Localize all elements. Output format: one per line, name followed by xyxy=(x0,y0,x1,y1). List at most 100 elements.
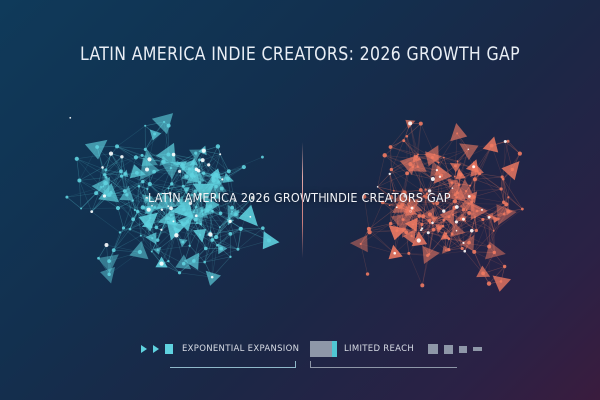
network-link xyxy=(500,188,505,203)
network-link xyxy=(190,197,201,204)
network-link xyxy=(140,235,169,262)
network-node xyxy=(474,228,479,233)
play-arrow-icon xyxy=(153,345,159,353)
right-network-cluster xyxy=(349,119,524,292)
network-link xyxy=(390,147,392,170)
network-link xyxy=(123,200,133,229)
network-link xyxy=(228,156,263,172)
network-link xyxy=(180,194,200,203)
network-facet xyxy=(192,183,215,204)
network-link xyxy=(406,123,422,137)
network-link xyxy=(468,203,507,205)
network-link xyxy=(76,153,112,160)
network-node xyxy=(167,205,170,208)
network-node xyxy=(474,168,477,171)
network-node xyxy=(201,213,204,216)
network-node xyxy=(443,234,447,239)
network-node xyxy=(151,237,154,240)
network-link xyxy=(108,232,121,262)
network-link xyxy=(479,173,502,190)
network-link xyxy=(433,203,444,227)
network-node xyxy=(458,172,463,177)
network-link xyxy=(377,173,390,188)
network-node xyxy=(450,232,454,236)
network-link xyxy=(123,227,152,252)
network-link xyxy=(204,256,231,263)
network-node xyxy=(131,217,136,222)
network-node xyxy=(184,212,188,216)
network-node xyxy=(194,151,198,155)
network-node xyxy=(181,261,186,266)
network-node xyxy=(134,170,139,175)
network-node xyxy=(205,208,210,213)
network-link xyxy=(368,228,395,254)
network-node xyxy=(407,251,411,255)
network-link xyxy=(138,185,148,190)
network-node xyxy=(146,207,151,212)
network-node xyxy=(137,184,141,188)
network-node xyxy=(119,174,124,178)
network-node xyxy=(362,194,367,199)
network-link xyxy=(120,156,123,172)
network-node xyxy=(194,167,199,172)
network-link xyxy=(157,245,190,251)
network-node xyxy=(472,249,477,254)
network-node xyxy=(475,209,479,213)
network-node xyxy=(133,208,136,212)
network-link xyxy=(389,173,392,198)
network-node xyxy=(261,155,264,159)
network-node xyxy=(469,228,474,233)
network-link xyxy=(415,123,422,160)
network-node xyxy=(454,205,459,209)
network-link xyxy=(468,230,473,243)
network-link xyxy=(102,146,118,168)
network-node xyxy=(208,204,213,209)
network-link xyxy=(403,140,419,155)
network-node xyxy=(208,232,213,237)
network-node xyxy=(416,165,419,168)
network-link xyxy=(425,189,457,208)
network-link xyxy=(132,186,140,220)
network-node xyxy=(459,217,463,220)
network-node xyxy=(388,204,391,207)
network-node xyxy=(201,171,206,175)
network-node xyxy=(121,226,126,230)
network-link xyxy=(369,202,384,233)
network-link xyxy=(215,166,245,187)
network-link xyxy=(102,167,125,192)
network-link xyxy=(237,227,264,250)
network-link xyxy=(391,140,405,170)
network-node xyxy=(241,164,246,170)
network-facet xyxy=(459,194,475,212)
network-link xyxy=(124,157,137,192)
network-link xyxy=(231,197,253,212)
network-node xyxy=(451,213,454,216)
network-node xyxy=(435,168,438,172)
network-node xyxy=(194,214,198,218)
network-link xyxy=(151,251,180,274)
network-node xyxy=(410,206,414,210)
network-link xyxy=(207,210,217,238)
network-link xyxy=(204,245,218,263)
network-link xyxy=(212,239,239,250)
network-link xyxy=(443,157,452,183)
network-link xyxy=(198,159,200,171)
network-link xyxy=(490,216,495,231)
network-link xyxy=(404,192,427,198)
network-node xyxy=(250,195,255,200)
network-node xyxy=(103,173,107,177)
network-node xyxy=(447,237,451,241)
network-facet xyxy=(422,245,440,264)
network-node xyxy=(188,201,193,205)
network-facet xyxy=(100,267,115,284)
network-link xyxy=(79,180,92,212)
network-link xyxy=(183,182,200,187)
network-node xyxy=(441,224,445,228)
network-node xyxy=(219,186,224,191)
network-link xyxy=(173,154,200,161)
network-link xyxy=(488,266,505,284)
network-node xyxy=(131,199,134,202)
network-node xyxy=(207,163,211,167)
network-node xyxy=(159,192,163,196)
